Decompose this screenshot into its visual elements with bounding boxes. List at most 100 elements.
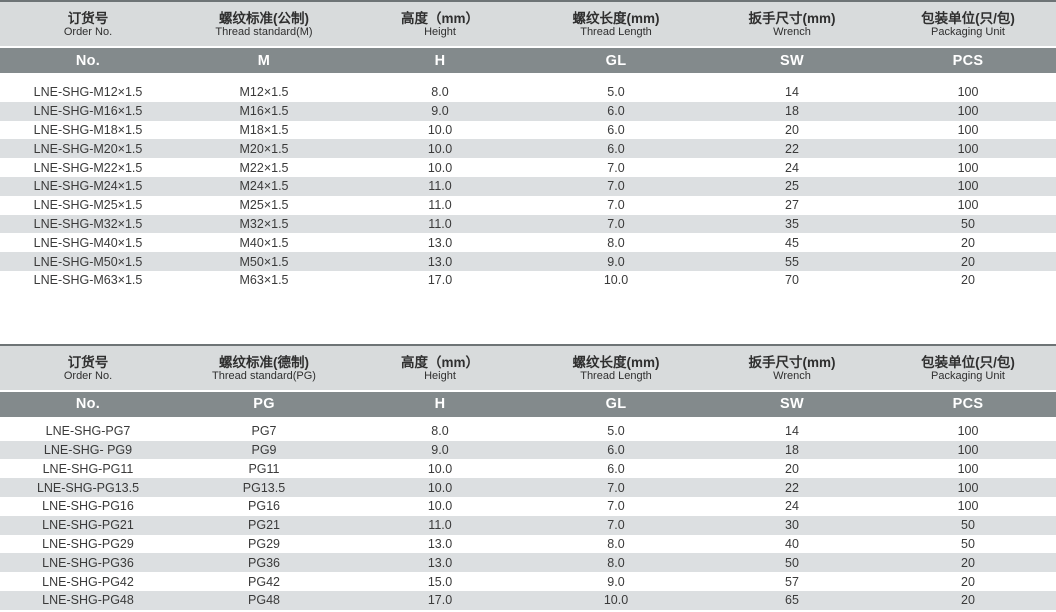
- table-cell: 50: [961, 216, 975, 231]
- table-cell: 100: [957, 424, 979, 439]
- metric-header-band: 订货号 Order No. 螺纹标准(公制) Thread standard(M…: [0, 0, 1056, 46]
- metric-rows-table: LNE-SHG-M12×1.5 M12×1.5 8.0 5.0 14 100 LNE-SHG…: [0, 83, 1056, 290]
- column-code-pcs: PCS: [952, 52, 984, 69]
- table-cell: 6.0: [607, 104, 625, 119]
- table-cell: 100: [957, 499, 979, 514]
- column-header-zh: 高度（mm）: [400, 354, 479, 370]
- table-cell: 10.0: [427, 499, 453, 514]
- table-cell: 10.0: [427, 461, 453, 476]
- table-cell: 20: [961, 235, 975, 250]
- column-header-thread-length: 螺纹长度(mm) Thread Length: [528, 9, 704, 39]
- table-cell: 8.0: [607, 536, 625, 551]
- pg-rows-table: LNE-SHG-PG7 PG7 8.0 5.0 14 100 LNE-SHG- PG9 PG9…: [0, 421, 1056, 610]
- column-header-packaging-unit: 包装单位(只/包) Packaging Unit: [880, 353, 1056, 383]
- table-cell: LNE-SHG-PG16: [42, 499, 134, 514]
- table-cell: 100: [957, 122, 979, 137]
- table-cell: 20: [785, 461, 799, 476]
- table-row: LNE-SHG-PG36 PG36 13.0 8.0 50 20: [0, 553, 1056, 573]
- table-cell: 9.0: [431, 442, 449, 457]
- table-cell: 50: [961, 518, 975, 533]
- table-cell: M25×1.5: [239, 198, 289, 213]
- column-header-zh: 包装单位(只/包): [921, 10, 1015, 26]
- table-row: LNE-SHG-PG11 PG11 10.0 6.0 20 100: [0, 459, 1056, 479]
- table-cell: 10.0: [427, 122, 453, 137]
- table-cell: LNE-SHG-PG48: [42, 593, 134, 608]
- table-cell: LNE-SHG-M25×1.5: [33, 198, 143, 213]
- table-cell: M24×1.5: [239, 179, 289, 194]
- column-header-wrench: 扳手尺寸(mm) Wrench: [704, 353, 880, 383]
- column-header-order-no: 订货号 Order No.: [0, 353, 176, 383]
- column-header-en: Packaging Unit: [931, 26, 1005, 39]
- table-cell: LNE-SHG-M20×1.5: [33, 141, 143, 156]
- table-cell: 13.0: [427, 235, 453, 250]
- table-cell: 18: [785, 104, 799, 119]
- table-cell: 10.0: [603, 273, 629, 288]
- column-code-pcs: PCS: [952, 396, 984, 413]
- column-header-en: Order No.: [63, 370, 113, 383]
- table-cell: 5.0: [607, 85, 625, 100]
- table-cell: PG16: [248, 499, 280, 514]
- table-row: LNE-SHG-M63×1.5 M63×1.5 17.0 10.0 70 20: [0, 270, 1056, 290]
- table-cell: PG11: [248, 461, 280, 476]
- column-header-zh: 扳手尺寸(mm): [748, 10, 836, 26]
- table-cell: 10.0: [427, 480, 453, 495]
- column-code-gl: GL: [605, 396, 627, 413]
- column-header-en: Wrench: [773, 370, 811, 383]
- table-cell: 6.0: [607, 122, 625, 137]
- table-cell: M22×1.5: [239, 160, 289, 175]
- column-header-order-no: 订货号 Order No.: [0, 9, 176, 39]
- table-cell: 9.0: [431, 104, 449, 119]
- table-cell: 22: [785, 141, 799, 156]
- table-cell: 27: [785, 198, 799, 213]
- table-cell: LNE-SHG-M63×1.5: [33, 273, 143, 288]
- table-cell: LNE-SHG-PG13.5: [36, 480, 140, 495]
- table-cell: LNE-SHG-PG42: [42, 574, 134, 589]
- table-cell: 17.0: [427, 593, 453, 608]
- table-cell: 18: [785, 442, 799, 457]
- column-header-zh: 螺纹标准(公制): [219, 10, 309, 26]
- table-cell: PG48: [248, 593, 280, 608]
- table-cell: M18×1.5: [239, 122, 289, 137]
- table-cell: 65: [785, 593, 799, 608]
- table-row: LNE-SHG-PG16 PG16 10.0 7.0 24 100: [0, 496, 1056, 516]
- table-cell: 7.0: [607, 179, 625, 194]
- column-header-en: Order No.: [63, 26, 113, 39]
- table-cell: 100: [957, 179, 979, 194]
- table-cell: 14: [785, 424, 799, 439]
- table-cell: 70: [785, 273, 799, 288]
- table-cell: 11.0: [428, 518, 452, 533]
- table-cell: 45: [785, 235, 799, 250]
- table-cell: M12×1.5: [239, 85, 289, 100]
- table-cell: 40: [785, 536, 799, 551]
- column-code-h: H: [434, 52, 446, 69]
- table-cell: LNE-SHG-M22×1.5: [33, 160, 143, 175]
- table-row: LNE-SHG-M16×1.5 M16×1.5 9.0 6.0 18 100: [0, 101, 1056, 121]
- table-cell: 20: [961, 574, 975, 589]
- table-row: LNE-SHG-M40×1.5 M40×1.5 13.0 8.0 45 20: [0, 233, 1056, 253]
- table-row: LNE-SHG-PG13.5 PG13.5 10.0 7.0 22 100: [0, 478, 1056, 497]
- table-cell: LNE-SHG-PG7: [45, 424, 131, 439]
- table-cell: 100: [957, 104, 979, 119]
- table-cell: 8.0: [431, 85, 449, 100]
- column-code-sw: SW: [780, 396, 804, 413]
- column-code-pg: PG: [253, 396, 275, 413]
- table-cell: 17.0: [427, 273, 453, 288]
- metric-rows-body: LNE-SHG-M12×1.5 M12×1.5 8.0 5.0 14 100 LNE-SHG…: [0, 83, 1056, 290]
- table-cell: PG21: [248, 518, 280, 533]
- table-cell: 5.0: [607, 424, 625, 439]
- column-header-en: Thread standard(M): [215, 26, 313, 39]
- table-cell: 20: [961, 555, 975, 570]
- table-cell: LNE-SHG-PG36: [42, 555, 134, 570]
- pg-rows-body: LNE-SHG-PG7 PG7 8.0 5.0 14 100 LNE-SHG- PG9 PG9…: [0, 421, 1056, 610]
- table-cell: M50×1.5: [239, 254, 289, 269]
- table-cell: LNE-SHG-PG11: [42, 461, 134, 476]
- table-cell: 6.0: [607, 442, 625, 457]
- column-code-h: H: [434, 396, 446, 413]
- table-cell: LNE-SHG-PG21: [42, 518, 134, 533]
- table-cell: 11.0: [428, 198, 452, 213]
- table-cell: 100: [957, 160, 979, 175]
- table-cell: PG13.5: [242, 480, 286, 495]
- table-row: LNE-SHG-PG7 PG7 8.0 5.0 14 100: [0, 421, 1056, 441]
- table-cell: 7.0: [607, 160, 625, 175]
- table-cell: M32×1.5: [239, 216, 289, 231]
